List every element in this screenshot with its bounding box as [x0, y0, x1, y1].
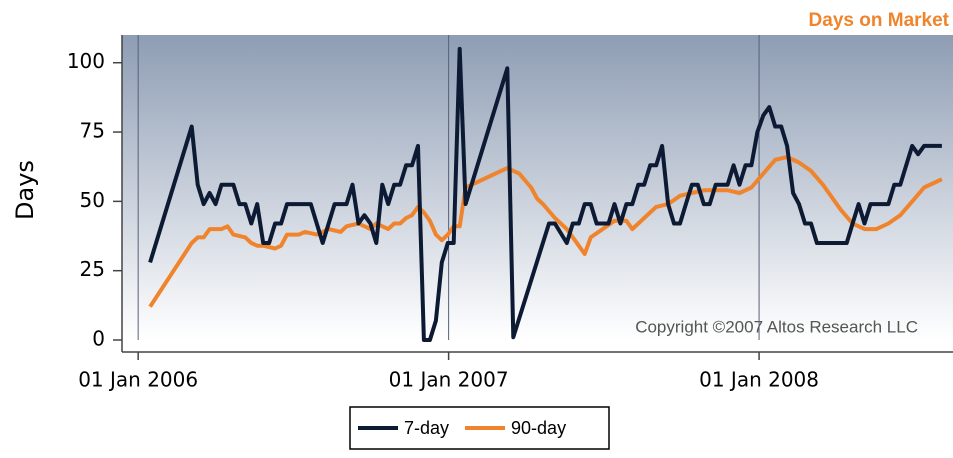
y-tick-label: 100: [67, 49, 105, 73]
y-tick-label: 25: [80, 257, 105, 281]
chart-title: Days on Market: [809, 10, 950, 31]
legend-label: 90-day: [511, 418, 566, 438]
copyright: Copyright ©2007 Altos Research LLC: [635, 317, 918, 336]
legend-label: 7-day: [404, 418, 449, 438]
plot-area: [122, 35, 953, 340]
y-axis-label: Days: [11, 160, 39, 220]
y-tick-label: 0: [92, 327, 105, 351]
x-tick-label: 01 Jan 2008: [699, 368, 819, 392]
x-tick-label: 01 Jan 2007: [389, 368, 509, 392]
series-line: [148, 155, 943, 308]
y-tick-label: 50: [80, 188, 105, 212]
y-tick-label: 75: [80, 119, 105, 143]
series-line: [148, 46, 942, 342]
x-tick-label: 01 Jan 2006: [78, 368, 198, 392]
